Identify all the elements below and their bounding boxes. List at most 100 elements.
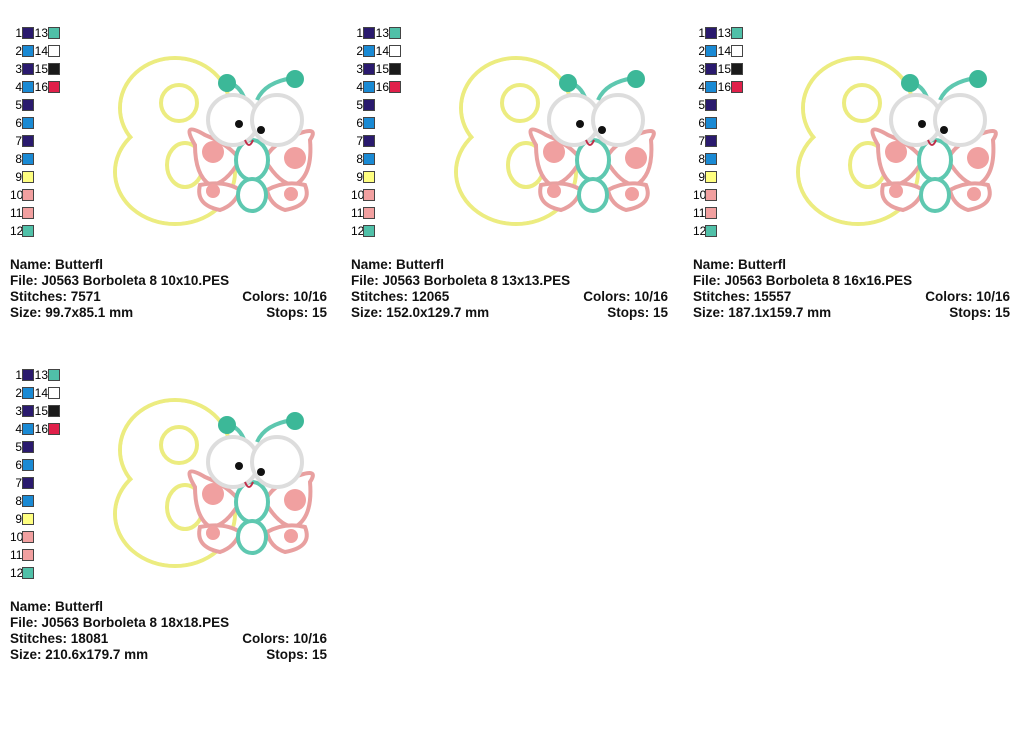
thread-number: 10 <box>10 187 24 202</box>
thread-swatch <box>389 26 401 39</box>
design-file: File: J0563 Borboleta 8 10x10.PES <box>10 273 230 288</box>
design-card: 1 13 2 14 3 15 4 16 5 6 7 8 9 10 11 12 Name:… <box>688 25 1010 325</box>
thread-number: 13 <box>34 25 48 40</box>
thread-swatch <box>363 152 375 165</box>
thread-swatch <box>22 548 34 561</box>
thread-swatch <box>22 152 34 165</box>
thread-number: 1 <box>15 25 22 40</box>
thread-number: 16 <box>34 79 48 94</box>
thread-swatch <box>22 26 34 39</box>
design-name: Name: Butterfl <box>351 257 445 272</box>
thread-number: 11 <box>693 205 706 220</box>
thread-swatch <box>22 188 34 201</box>
thread-number: 2 <box>15 43 22 58</box>
thread-number: 11 <box>10 205 23 220</box>
design-colors: Colors: 10/16 <box>583 289 668 304</box>
thread-swatch <box>22 80 34 93</box>
thread-number: 9 <box>15 511 22 526</box>
thread-number: 7 <box>15 133 22 148</box>
thread-number: 10 <box>693 187 707 202</box>
thread-number: 6 <box>15 115 22 130</box>
design-name: Name: Butterfl <box>10 599 104 614</box>
thread-number: 8 <box>698 151 705 166</box>
thread-number: 1 <box>15 367 22 382</box>
thread-swatch <box>22 368 34 381</box>
thread-swatch <box>22 476 34 489</box>
design-card: 1 13 2 14 3 15 4 16 5 6 7 8 9 10 11 12 Name:… <box>346 25 668 325</box>
thread-swatch <box>389 44 401 57</box>
thread-swatch <box>48 422 60 435</box>
thread-number: 12 <box>351 223 365 238</box>
thread-number: 15 <box>717 61 731 76</box>
thread-swatch <box>363 170 375 183</box>
thread-number: 10 <box>10 529 24 544</box>
thread-swatch <box>705 116 717 129</box>
thread-swatch <box>22 116 34 129</box>
design-info: Name: Butterfl File: J0563 Borboleta 8 1… <box>351 257 668 321</box>
thread-swatch <box>705 206 717 219</box>
design-stitches: Stitches: 12065 <box>351 289 450 304</box>
thread-number: 5 <box>356 97 363 112</box>
butterfly-eight-design <box>454 56 656 226</box>
thread-swatch <box>22 440 34 453</box>
thread-swatch <box>22 458 34 471</box>
design-file: File: J0563 Borboleta 8 13x13.PES <box>351 273 571 288</box>
thread-swatch <box>363 188 375 201</box>
thread-number: 9 <box>15 169 22 184</box>
thread-swatch <box>22 512 34 525</box>
design-name: Name: Butterfl <box>693 257 787 272</box>
thread-number: 5 <box>698 97 705 112</box>
design-name: Name: Butterfl <box>10 257 104 272</box>
thread-swatch <box>48 62 60 75</box>
thread-number: 6 <box>698 115 705 130</box>
thread-number: 8 <box>15 151 22 166</box>
thread-swatch <box>22 494 34 507</box>
thread-number: 6 <box>356 115 363 130</box>
thread-swatch <box>22 134 34 147</box>
design-colors: Colors: 10/16 <box>242 631 327 646</box>
thread-number: 4 <box>356 79 363 94</box>
thread-swatch <box>363 98 375 111</box>
thread-number: 2 <box>15 385 22 400</box>
thread-swatch <box>363 224 375 237</box>
thread-swatch <box>705 26 717 39</box>
thread-number: 11 <box>10 547 23 562</box>
thread-swatch <box>705 152 717 165</box>
thread-swatch <box>363 134 375 147</box>
thread-number: 3 <box>15 403 22 418</box>
design-info: Name: Butterfl File: J0563 Borboleta 8 1… <box>10 599 327 663</box>
thread-swatch <box>363 44 375 57</box>
butterfly-eight-design <box>113 56 315 226</box>
thread-number: 14 <box>34 43 48 58</box>
thread-number: 14 <box>34 385 48 400</box>
thread-swatch <box>22 62 34 75</box>
thread-swatch <box>363 116 375 129</box>
thread-number: 15 <box>34 403 48 418</box>
thread-swatch <box>731 62 743 75</box>
thread-swatch <box>22 206 34 219</box>
thread-swatch <box>731 26 743 39</box>
design-stitches: Stitches: 7571 <box>10 289 101 304</box>
thread-number: 5 <box>15 439 22 454</box>
design-stops: Stops: 15 <box>266 305 327 320</box>
design-colors: Colors: 10/16 <box>925 289 1010 304</box>
thread-swatch <box>48 368 60 381</box>
thread-swatch <box>705 224 717 237</box>
thread-number: 14 <box>375 43 389 58</box>
thread-number: 6 <box>15 457 22 472</box>
thread-swatch <box>22 170 34 183</box>
design-info: Name: Butterfl File: J0563 Borboleta 8 1… <box>693 257 1010 321</box>
thread-swatch <box>48 386 60 399</box>
thread-swatch <box>48 26 60 39</box>
thread-swatch <box>22 422 34 435</box>
thread-swatch <box>705 134 717 147</box>
thread-swatch <box>22 386 34 399</box>
thread-number: 3 <box>15 61 22 76</box>
design-size: Size: 210.6x179.7 mm <box>10 647 149 662</box>
design-card: 1 13 2 14 3 15 4 16 5 6 7 8 9 10 11 12 Name:… <box>5 367 327 667</box>
thread-number: 8 <box>15 493 22 508</box>
butterfly-eight-design <box>796 56 998 226</box>
thread-number: 9 <box>698 169 705 184</box>
thread-number: 12 <box>10 223 24 238</box>
thread-number: 5 <box>15 97 22 112</box>
